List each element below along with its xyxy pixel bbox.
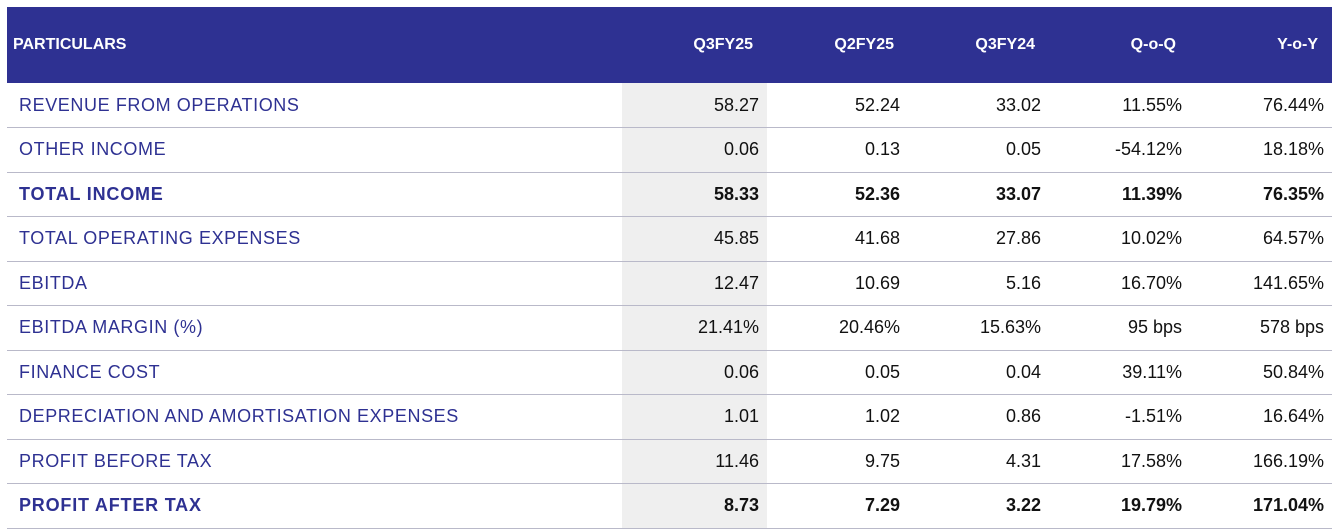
header-q3fy24: Q3FY24 bbox=[975, 36, 1035, 53]
table-row: OTHER INCOME 0.06 0.13 0.05 -54.12% 18.1… bbox=[7, 127, 1332, 173]
cell-qoq: -1.51% bbox=[1049, 394, 1190, 440]
cell-q3fy24: 4.31 bbox=[908, 439, 1049, 484]
row-label: EBITDA bbox=[7, 261, 622, 306]
financial-results-table-container: PARTICULARS Q3FY25 Q2FY25 Q3FY24 Q-o-Q Y… bbox=[7, 7, 1332, 529]
cell-q3fy25: 0.06 bbox=[622, 127, 767, 173]
row-label: REVENUE FROM OPERATIONS bbox=[7, 83, 622, 128]
header-q3fy25: Q3FY25 bbox=[693, 36, 753, 53]
table-row: EBITDA MARGIN (%) 21.41% 20.46% 15.63% 9… bbox=[7, 305, 1332, 351]
cell-q3fy24: 5.16 bbox=[908, 261, 1049, 306]
cell-q3fy25: 8.73 bbox=[622, 483, 767, 529]
cell-q2fy25: 9.75 bbox=[767, 439, 908, 484]
cell-q3fy25: 1.01 bbox=[622, 394, 767, 440]
cell-q3fy25: 58.27 bbox=[622, 83, 767, 128]
cell-qoq: 11.39% bbox=[1049, 172, 1190, 217]
cell-qoq: -54.12% bbox=[1049, 127, 1190, 173]
cell-qoq: 17.58% bbox=[1049, 439, 1190, 484]
cell-q2fy25: 41.68 bbox=[767, 216, 908, 262]
table-row: TOTAL OPERATING EXPENSES 45.85 41.68 27.… bbox=[7, 216, 1332, 262]
cell-yoy: 171.04% bbox=[1190, 483, 1332, 529]
header-q2fy25: Q2FY25 bbox=[834, 36, 894, 53]
header-qoq: Q-o-Q bbox=[1130, 36, 1176, 53]
cell-yoy: 578 bps bbox=[1190, 305, 1332, 351]
header-row: PARTICULARS Q3FY25 Q2FY25 Q3FY24 Q-o-Q Y… bbox=[7, 7, 1332, 83]
cell-q3fy24: 3.22 bbox=[908, 483, 1049, 529]
cell-yoy: 50.84% bbox=[1190, 350, 1332, 395]
cell-q3fy24: 0.05 bbox=[908, 127, 1049, 173]
cell-qoq: 16.70% bbox=[1049, 261, 1190, 306]
cell-yoy: 76.35% bbox=[1190, 172, 1332, 217]
row-label: TOTAL INCOME bbox=[7, 172, 622, 217]
cell-q3fy24: 15.63% bbox=[908, 305, 1049, 351]
row-label: PROFIT BEFORE TAX bbox=[7, 439, 622, 484]
cell-qoq: 39.11% bbox=[1049, 350, 1190, 395]
table-row-total-income: TOTAL INCOME 58.33 52.36 33.07 11.39% 76… bbox=[7, 172, 1332, 217]
cell-yoy: 141.65% bbox=[1190, 261, 1332, 306]
cell-q3fy25: 12.47 bbox=[622, 261, 767, 306]
cell-qoq: 10.02% bbox=[1049, 216, 1190, 262]
table-row: DEPRECIATION AND AMORTISATION EXPENSES 1… bbox=[7, 394, 1332, 440]
table-row-profit-after-tax: PROFIT AFTER TAX 8.73 7.29 3.22 19.79% 1… bbox=[7, 483, 1332, 529]
cell-q3fy24: 33.02 bbox=[908, 83, 1049, 128]
table-header: PARTICULARS Q3FY25 Q2FY25 Q3FY24 Q-o-Q Y… bbox=[7, 7, 1332, 83]
cell-q2fy25: 52.36 bbox=[767, 172, 908, 217]
header-yoy: Y-o-Y bbox=[1277, 36, 1318, 53]
cell-q3fy24: 0.86 bbox=[908, 394, 1049, 440]
cell-q3fy25: 58.33 bbox=[622, 172, 767, 217]
table-row: EBITDA 12.47 10.69 5.16 16.70% 141.65% bbox=[7, 261, 1332, 306]
cell-q3fy25: 11.46 bbox=[622, 439, 767, 484]
cell-qoq: 11.55% bbox=[1049, 83, 1190, 128]
cell-q2fy25: 0.13 bbox=[767, 127, 908, 173]
table-row: PROFIT BEFORE TAX 11.46 9.75 4.31 17.58%… bbox=[7, 439, 1332, 484]
row-label: EBITDA MARGIN (%) bbox=[7, 305, 622, 351]
financial-results-table: PARTICULARS Q3FY25 Q2FY25 Q3FY24 Q-o-Q Y… bbox=[7, 7, 1332, 529]
row-label: OTHER INCOME bbox=[7, 127, 622, 173]
cell-q3fy24: 0.04 bbox=[908, 350, 1049, 395]
cell-yoy: 18.18% bbox=[1190, 127, 1332, 173]
table-body: REVENUE FROM OPERATIONS 58.27 52.24 33.0… bbox=[7, 83, 1332, 529]
cell-q3fy25: 21.41% bbox=[622, 305, 767, 351]
table-row: FINANCE COST 0.06 0.05 0.04 39.11% 50.84… bbox=[7, 350, 1332, 395]
cell-yoy: 76.44% bbox=[1190, 83, 1332, 128]
cell-q2fy25: 52.24 bbox=[767, 83, 908, 128]
cell-q3fy24: 27.86 bbox=[908, 216, 1049, 262]
cell-qoq: 19.79% bbox=[1049, 483, 1190, 529]
table-row: REVENUE FROM OPERATIONS 58.27 52.24 33.0… bbox=[7, 83, 1332, 128]
cell-q3fy25: 0.06 bbox=[622, 350, 767, 395]
cell-q3fy24: 33.07 bbox=[908, 172, 1049, 217]
row-label: FINANCE COST bbox=[7, 350, 622, 395]
row-label: PROFIT AFTER TAX bbox=[7, 483, 622, 529]
cell-yoy: 64.57% bbox=[1190, 216, 1332, 262]
row-label: DEPRECIATION AND AMORTISATION EXPENSES bbox=[7, 394, 622, 440]
cell-q2fy25: 1.02 bbox=[767, 394, 908, 440]
cell-q2fy25: 7.29 bbox=[767, 483, 908, 529]
cell-q2fy25: 0.05 bbox=[767, 350, 908, 395]
cell-yoy: 166.19% bbox=[1190, 439, 1332, 484]
cell-yoy: 16.64% bbox=[1190, 394, 1332, 440]
header-particulars: PARTICULARS bbox=[13, 36, 127, 53]
cell-q3fy25: 45.85 bbox=[622, 216, 767, 262]
row-label: TOTAL OPERATING EXPENSES bbox=[7, 216, 622, 262]
cell-q2fy25: 20.46% bbox=[767, 305, 908, 351]
cell-q2fy25: 10.69 bbox=[767, 261, 908, 306]
cell-qoq: 95 bps bbox=[1049, 305, 1190, 351]
